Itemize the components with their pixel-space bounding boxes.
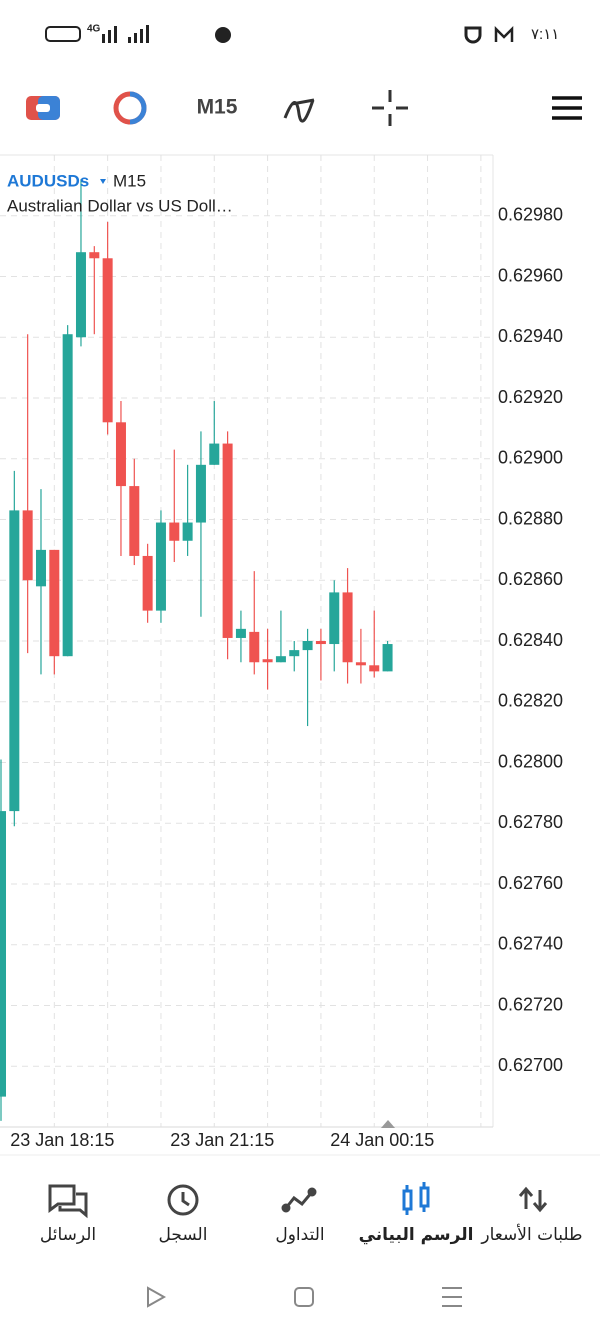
candle-body xyxy=(169,522,180,541)
home-button[interactable] xyxy=(294,1287,314,1307)
candle-body xyxy=(89,252,100,259)
candle-body xyxy=(102,258,113,423)
candle-body xyxy=(355,662,366,666)
x-tick-label: 23 Jan 21:15 xyxy=(170,1130,274,1150)
alarm-icon xyxy=(215,27,231,43)
app-icon xyxy=(464,26,482,44)
y-tick-label: 0.62700 xyxy=(498,1055,563,1075)
y-tick-label: 0.62960 xyxy=(498,265,563,285)
candle-body xyxy=(382,644,393,672)
nav-icons xyxy=(48,1184,548,1219)
clock: ٧:١١ xyxy=(531,26,559,43)
candle-body xyxy=(302,641,313,651)
mail-icon xyxy=(494,25,514,42)
x-tick-label: 24 Jan 00:15 xyxy=(330,1130,434,1150)
nav-label[interactable]: الرسم البياني xyxy=(359,1225,474,1245)
y-tick-label: 0.62920 xyxy=(498,387,563,407)
candle-body xyxy=(209,443,220,465)
candle-body xyxy=(22,510,33,581)
candle-body xyxy=(235,628,246,638)
candle-body xyxy=(262,659,273,663)
candle-body xyxy=(275,656,286,663)
toolbar: M15 xyxy=(26,90,582,126)
candle-body xyxy=(0,811,6,1097)
y-tick-label: 0.62880 xyxy=(498,508,563,528)
candle-body xyxy=(49,549,60,657)
candle-body xyxy=(369,665,380,672)
y-tick-label: 0.62900 xyxy=(498,448,563,468)
candle-body xyxy=(182,522,193,541)
axis-labels: 0.62700 0.62720 0.62740 0.62760 0.62780 0.628… xyxy=(10,205,563,1150)
y-tick-label: 0.62780 xyxy=(498,812,563,832)
candle-body xyxy=(9,510,20,812)
y-tick-label: 0.62720 xyxy=(498,994,563,1014)
candle-body xyxy=(155,522,166,611)
candle-body xyxy=(62,334,73,657)
crosshair-icon[interactable] xyxy=(372,90,408,126)
scroll-marker[interactable] xyxy=(381,1120,395,1128)
candle-body xyxy=(222,443,233,638)
status-bar: 4G ٧:١١ xyxy=(45,24,559,44)
candle-body xyxy=(142,555,153,611)
nav-label[interactable]: السجل xyxy=(159,1225,208,1245)
chart-nav-icon xyxy=(402,1182,430,1215)
y-tick-label: 0.62980 xyxy=(498,205,563,225)
recents-button[interactable] xyxy=(442,1287,462,1307)
candle-body xyxy=(115,422,126,487)
candle-body xyxy=(195,464,206,523)
grid xyxy=(0,155,493,1127)
y-tick-label: 0.62800 xyxy=(498,751,563,771)
candles xyxy=(0,179,393,1121)
symbol-dropdown[interactable] xyxy=(100,179,106,184)
candle-body xyxy=(315,641,326,645)
menu-icon[interactable] xyxy=(552,96,582,120)
nav-label[interactable]: الرسائل xyxy=(40,1225,96,1245)
candle-body xyxy=(129,486,140,556)
candle-body xyxy=(35,549,46,587)
chart-timeframe: M15 xyxy=(113,171,146,190)
x-tick-label: 23 Jan 18:15 xyxy=(10,1130,114,1150)
timeframe-button[interactable]: M15 xyxy=(197,96,238,119)
y-tick-label: 0.62760 xyxy=(498,873,563,893)
candle-body xyxy=(342,592,353,663)
y-tick-label: 0.62840 xyxy=(498,630,563,650)
battery-icon xyxy=(45,26,81,42)
bottom-nav: الرسائل السجل التداول الرسم البياني طلبات ال… xyxy=(40,1182,583,1245)
candle-body xyxy=(249,631,260,663)
y-tick-label: 0.62860 xyxy=(498,569,563,589)
nav-label[interactable]: طلبات الأسعار xyxy=(480,1224,582,1245)
network-label: 4G xyxy=(87,24,101,35)
y-tick-label: 0.62820 xyxy=(498,691,563,711)
y-tick-label: 0.62940 xyxy=(498,326,563,346)
candle-body xyxy=(289,650,300,657)
symbol[interactable]: AUDUSDs xyxy=(7,171,89,190)
back-button[interactable] xyxy=(147,1286,167,1308)
objects-icon[interactable] xyxy=(283,98,315,123)
y-tick-label: 0.62740 xyxy=(498,934,563,954)
candle-body xyxy=(75,252,86,338)
symbol-description: Australian Dollar vs US Doll… xyxy=(7,196,233,215)
signal-icons xyxy=(102,25,149,43)
nav-label[interactable]: التداول xyxy=(275,1225,324,1245)
candle-body xyxy=(329,592,340,645)
